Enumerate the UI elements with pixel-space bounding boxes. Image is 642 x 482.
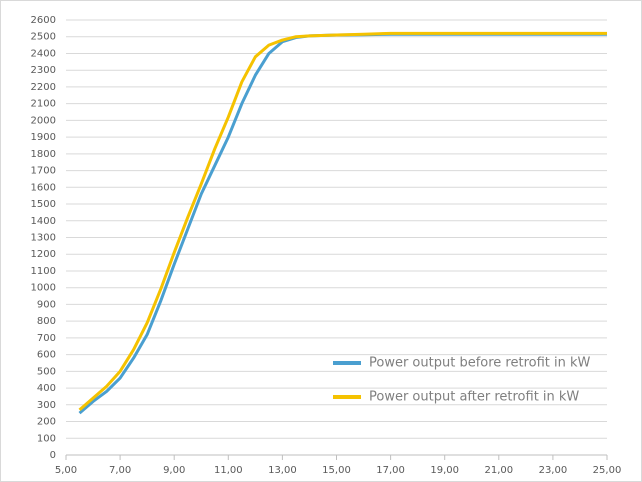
y-tick-label: 400 — [37, 383, 56, 394]
legend-label: Power output after retrofit in kW — [369, 390, 579, 405]
y-tick-label: 1500 — [31, 199, 56, 210]
x-tick-label: 23,00 — [539, 465, 568, 476]
y-tick-label: 500 — [37, 366, 56, 377]
y-tick-label: 300 — [37, 400, 56, 411]
y-tick-label: 200 — [37, 417, 56, 428]
y-tick-label: 2500 — [31, 32, 56, 43]
y-tick-label: 1600 — [31, 182, 56, 193]
x-tick-label: 7,00 — [109, 465, 131, 476]
y-tick-label: 1700 — [31, 166, 56, 177]
x-tick-label: 25,00 — [593, 465, 622, 476]
y-tick-label: 1400 — [31, 216, 56, 227]
y-tick-label: 2000 — [31, 115, 56, 126]
x-tick-label: 19,00 — [430, 465, 459, 476]
y-tick-label: 2200 — [31, 82, 56, 93]
x-tick-label: 5,00 — [55, 465, 77, 476]
y-tick-label: 1100 — [31, 266, 56, 277]
y-tick-label: 0 — [50, 450, 56, 461]
legend-label: Power output before retrofit in kW — [369, 356, 591, 371]
y-tick-label: 1800 — [31, 149, 56, 160]
x-tick-label: 13,00 — [268, 465, 297, 476]
x-tick-label: 17,00 — [376, 465, 405, 476]
y-tick-label: 600 — [37, 350, 56, 361]
x-tick-label: 15,00 — [322, 465, 351, 476]
x-tick-label: 9,00 — [163, 465, 185, 476]
y-tick-label: 2400 — [31, 48, 56, 59]
y-tick-label: 100 — [37, 433, 56, 444]
series-line — [78, 31, 607, 411]
y-tick-label: 900 — [37, 299, 56, 310]
y-tick-label: 1300 — [31, 233, 56, 244]
y-tick-label: 1200 — [31, 249, 56, 260]
y-tick-label: 2100 — [31, 99, 56, 110]
y-tick-label: 1000 — [31, 283, 56, 294]
y-tick-label: 800 — [37, 316, 56, 327]
x-tick-label: 21,00 — [484, 465, 513, 476]
y-tick-label: 1900 — [31, 132, 56, 143]
y-tick-label: 2600 — [31, 15, 56, 26]
y-tick-label: 700 — [37, 333, 56, 344]
x-tick-label: 11,00 — [214, 465, 243, 476]
y-tick-label: 2300 — [31, 65, 56, 76]
